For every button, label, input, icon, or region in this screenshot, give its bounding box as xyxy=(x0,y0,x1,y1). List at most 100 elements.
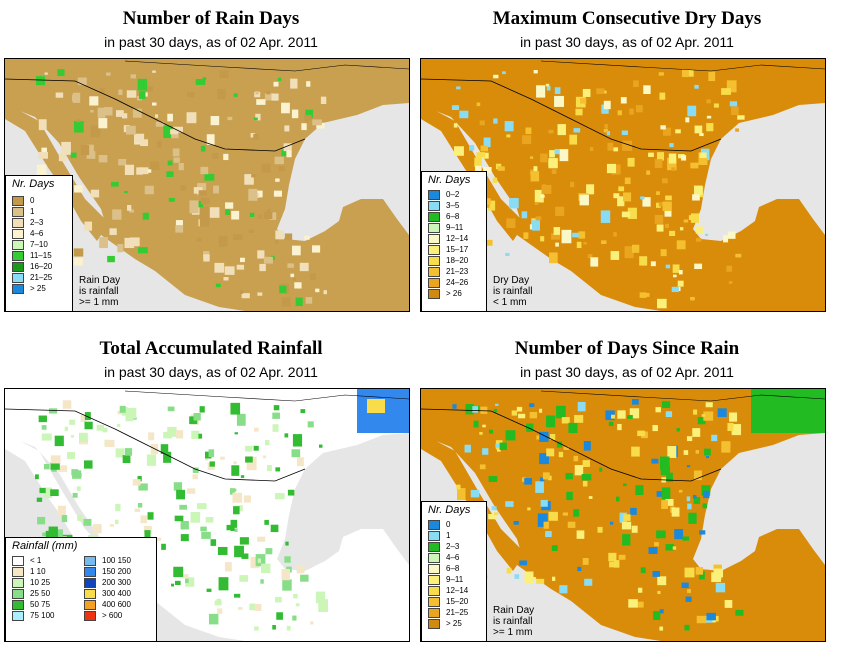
map-cell xyxy=(84,412,91,421)
map-cell xyxy=(688,69,694,77)
map-cell xyxy=(646,292,650,297)
map-cell xyxy=(731,424,742,436)
map-cell xyxy=(665,498,674,506)
map-cell xyxy=(90,189,100,198)
map-cell xyxy=(264,519,269,525)
map-cell xyxy=(552,576,556,581)
map-cell xyxy=(558,451,564,458)
map-cell xyxy=(270,524,279,533)
map-cell xyxy=(257,190,263,198)
map-cell xyxy=(530,156,534,159)
map-cell xyxy=(559,585,568,594)
map-cell xyxy=(58,465,68,472)
map-cell xyxy=(686,436,693,442)
map-cell xyxy=(296,457,304,467)
map-cell xyxy=(38,415,47,423)
map-cell xyxy=(499,442,507,450)
map-cell xyxy=(726,265,733,272)
legend-swatch xyxy=(428,234,440,244)
map-cell xyxy=(524,571,534,584)
map-cell xyxy=(671,167,676,171)
map-cell xyxy=(296,564,305,574)
map-cell xyxy=(234,432,238,435)
panel-title: Number of Rain Days xyxy=(122,8,300,29)
map-cell xyxy=(648,547,658,554)
map-cell xyxy=(493,118,498,124)
map-cell xyxy=(320,96,327,105)
map-cell xyxy=(245,445,253,452)
map-cell xyxy=(530,171,540,182)
map-cell xyxy=(216,598,222,605)
map-cell xyxy=(76,486,81,491)
map-cell xyxy=(83,518,92,526)
map-cell xyxy=(61,515,68,523)
map-cell xyxy=(210,116,220,126)
map-cell xyxy=(300,574,309,582)
map-cell xyxy=(653,611,661,620)
map-cell xyxy=(617,410,626,419)
map-cell xyxy=(112,209,122,220)
map-cell xyxy=(623,483,627,486)
map-cell xyxy=(713,568,724,578)
map-cell xyxy=(690,162,699,169)
legend-label: > 25 xyxy=(446,619,462,628)
map-cell xyxy=(715,582,726,593)
map-cell xyxy=(502,71,506,75)
legend-label: 21–23 xyxy=(446,267,469,276)
map-cell xyxy=(637,430,645,437)
map-cell xyxy=(459,110,469,119)
map-cell xyxy=(281,149,290,157)
map-cell xyxy=(72,92,81,103)
map-cell xyxy=(134,508,141,512)
map-cell xyxy=(640,196,645,200)
map-cell xyxy=(708,71,716,82)
map-cell xyxy=(217,89,226,100)
map-cell xyxy=(186,488,196,494)
map-cell xyxy=(624,246,634,259)
map-cell xyxy=(620,97,627,104)
map-cell xyxy=(307,421,314,428)
map-cell xyxy=(465,404,474,415)
map-cell xyxy=(261,563,271,574)
map-cell xyxy=(532,576,536,580)
map-cell xyxy=(225,202,234,209)
map-cell xyxy=(230,527,235,531)
map-cell xyxy=(198,433,203,439)
legend-note: Rain Day is rainfall >= 1 mm xyxy=(79,275,120,308)
map-cell xyxy=(533,69,538,74)
legend-swatch xyxy=(12,262,24,272)
legend-label: 400 600 xyxy=(102,600,131,609)
map-cell xyxy=(241,293,250,299)
map-cell xyxy=(693,470,702,481)
legend-label: 0 xyxy=(446,520,451,529)
map-cell xyxy=(482,448,489,455)
legend-swatch xyxy=(12,229,24,239)
map-cell xyxy=(180,534,189,542)
map-cell xyxy=(643,85,651,95)
map-cell xyxy=(723,235,729,243)
map-cell xyxy=(543,521,549,529)
map-cell xyxy=(171,130,179,139)
map-cell xyxy=(470,489,480,498)
map-cell xyxy=(125,413,134,422)
map-cell xyxy=(45,530,52,538)
map-cell xyxy=(271,93,279,101)
map-cell xyxy=(230,402,241,415)
map-cell xyxy=(36,497,43,502)
panel-subtitle: in past 30 days, as of 02 Apr. 2011 xyxy=(104,364,318,380)
map-cell xyxy=(474,157,482,167)
map-cell xyxy=(180,520,189,530)
map-cell xyxy=(629,408,640,419)
map-cell xyxy=(676,428,681,432)
map-cell xyxy=(77,77,87,86)
map-cell xyxy=(39,487,46,494)
map-cell xyxy=(682,536,690,541)
map-cell xyxy=(687,589,691,593)
map-cell xyxy=(659,92,666,100)
map-cell xyxy=(250,133,256,138)
map-cell xyxy=(573,509,580,517)
map-cell xyxy=(484,198,491,205)
map-cell xyxy=(690,296,695,301)
map-cell xyxy=(287,263,294,268)
map-cell xyxy=(582,480,588,487)
